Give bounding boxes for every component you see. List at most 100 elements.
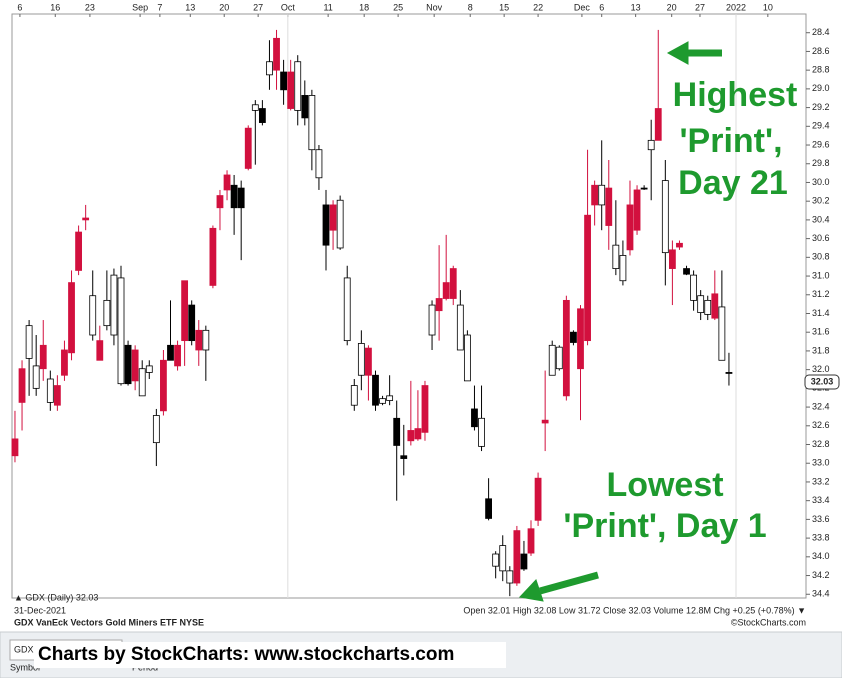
candle-body [195,329,203,351]
candle-body [89,295,97,336]
candle-body [499,545,507,572]
y-tick-label: 32.8 [812,439,830,449]
candle-body [308,95,316,151]
arrow [539,571,599,595]
candle-body [414,428,422,440]
candle-body [435,298,443,312]
candle-body [534,477,542,521]
candle-body [548,344,556,376]
candle-body [75,231,82,271]
candle-body [110,274,118,336]
annotation: Highest [673,76,798,114]
candle-body [287,71,295,109]
x-tick-label: 23 [85,2,95,12]
arrow-head [666,41,689,65]
y-tick-label: 29.8 [812,158,830,168]
quote: Open 32.01 High 32.08 Low 31.72 Close 32… [463,605,806,615]
candle-body [393,417,401,446]
y-tick-label: 32.6 [812,420,830,430]
candle-body [53,385,61,406]
candle-body [386,395,394,401]
candle-body [103,299,111,327]
candle-body [379,398,386,404]
y-tick-label: 33.8 [812,532,830,542]
candle-body [167,344,174,361]
x-tick-label: 20 [667,2,677,12]
candle-body [697,295,705,313]
candle-body [138,368,146,397]
y-tick-label: 29.4 [812,121,830,131]
annotation: 'Print', [679,122,782,160]
x-tick-label: 27 [695,2,705,12]
candle-body [683,268,690,275]
y-tick-label: 30.6 [812,233,830,243]
candle-body [598,184,606,206]
candle-body [152,415,160,444]
candle-body [442,282,450,299]
legend: ▲ GDX (Daily) 32.03 [14,592,98,602]
copyright: ©StockCharts.com [731,617,806,627]
candle-body [676,242,683,248]
candle-body [160,359,167,412]
candle-body [612,244,620,269]
candle-body [244,127,252,169]
y-tick-label: 30.2 [812,196,830,206]
y-tick-label: 29.6 [812,139,830,149]
candle-body [251,104,259,111]
candle-body [605,187,613,226]
x-tick-label: 10 [763,2,773,12]
candle-body [421,385,429,433]
candle-body [654,108,662,141]
x-tick-label: Oct [281,2,296,12]
y-tick-label: 29.0 [812,83,830,93]
y-tick-label: 31.8 [812,345,830,355]
candle-body [315,149,323,179]
annotation: Day 21 [678,164,788,202]
candle-body [301,95,309,119]
candle-body [131,349,139,382]
candle-body [478,417,485,447]
candle-body [407,430,415,442]
candle-body [428,304,436,336]
candle-body [492,553,500,567]
candle-body [174,344,181,367]
candle-body [626,204,634,251]
candle-body [400,455,408,459]
candle-body [591,184,599,206]
y-tick-label: 30.0 [812,177,830,187]
candle-body [117,277,125,385]
arrow-head [518,579,544,602]
y-tick-label: 34.4 [812,589,830,599]
x-tick-label: 15 [499,2,509,12]
y-tick-label: 33.6 [812,514,830,524]
last-price-box [804,374,840,390]
description: GDX VanEck Vectors Gold Miners ETF NYSE [14,617,204,627]
x-tick-label: 2022 [726,2,746,12]
x-tick-label: 7 [157,2,162,12]
y-tick-label: 28.4 [812,27,830,37]
candle-body [188,304,196,342]
y-tick-label: 30.4 [812,214,830,224]
x-tick-label: 13 [631,2,641,12]
candle-body [506,570,514,584]
candle-body [32,365,40,389]
candle-body [322,204,330,246]
y-tick-label: 28.6 [812,46,830,56]
last-price: 32.03 [811,376,834,386]
candle-body [584,214,591,342]
candle-body [329,204,337,231]
candle-body [336,199,344,249]
x-tick-label: 6 [17,2,22,12]
banner: Charts by StockCharts: www.stockcharts.c… [38,644,454,665]
candle-body [668,249,676,269]
y-tick-label: 33.0 [812,458,830,468]
x-tick-label: 22 [533,2,543,12]
candle-body [230,184,238,209]
candle-body [577,308,584,370]
candle-body [527,528,535,554]
candle-body [145,365,153,373]
candle-body [82,217,90,221]
date: 31-Dec-2021 [14,605,66,615]
candle-body [372,374,379,406]
candle-body [704,299,712,315]
